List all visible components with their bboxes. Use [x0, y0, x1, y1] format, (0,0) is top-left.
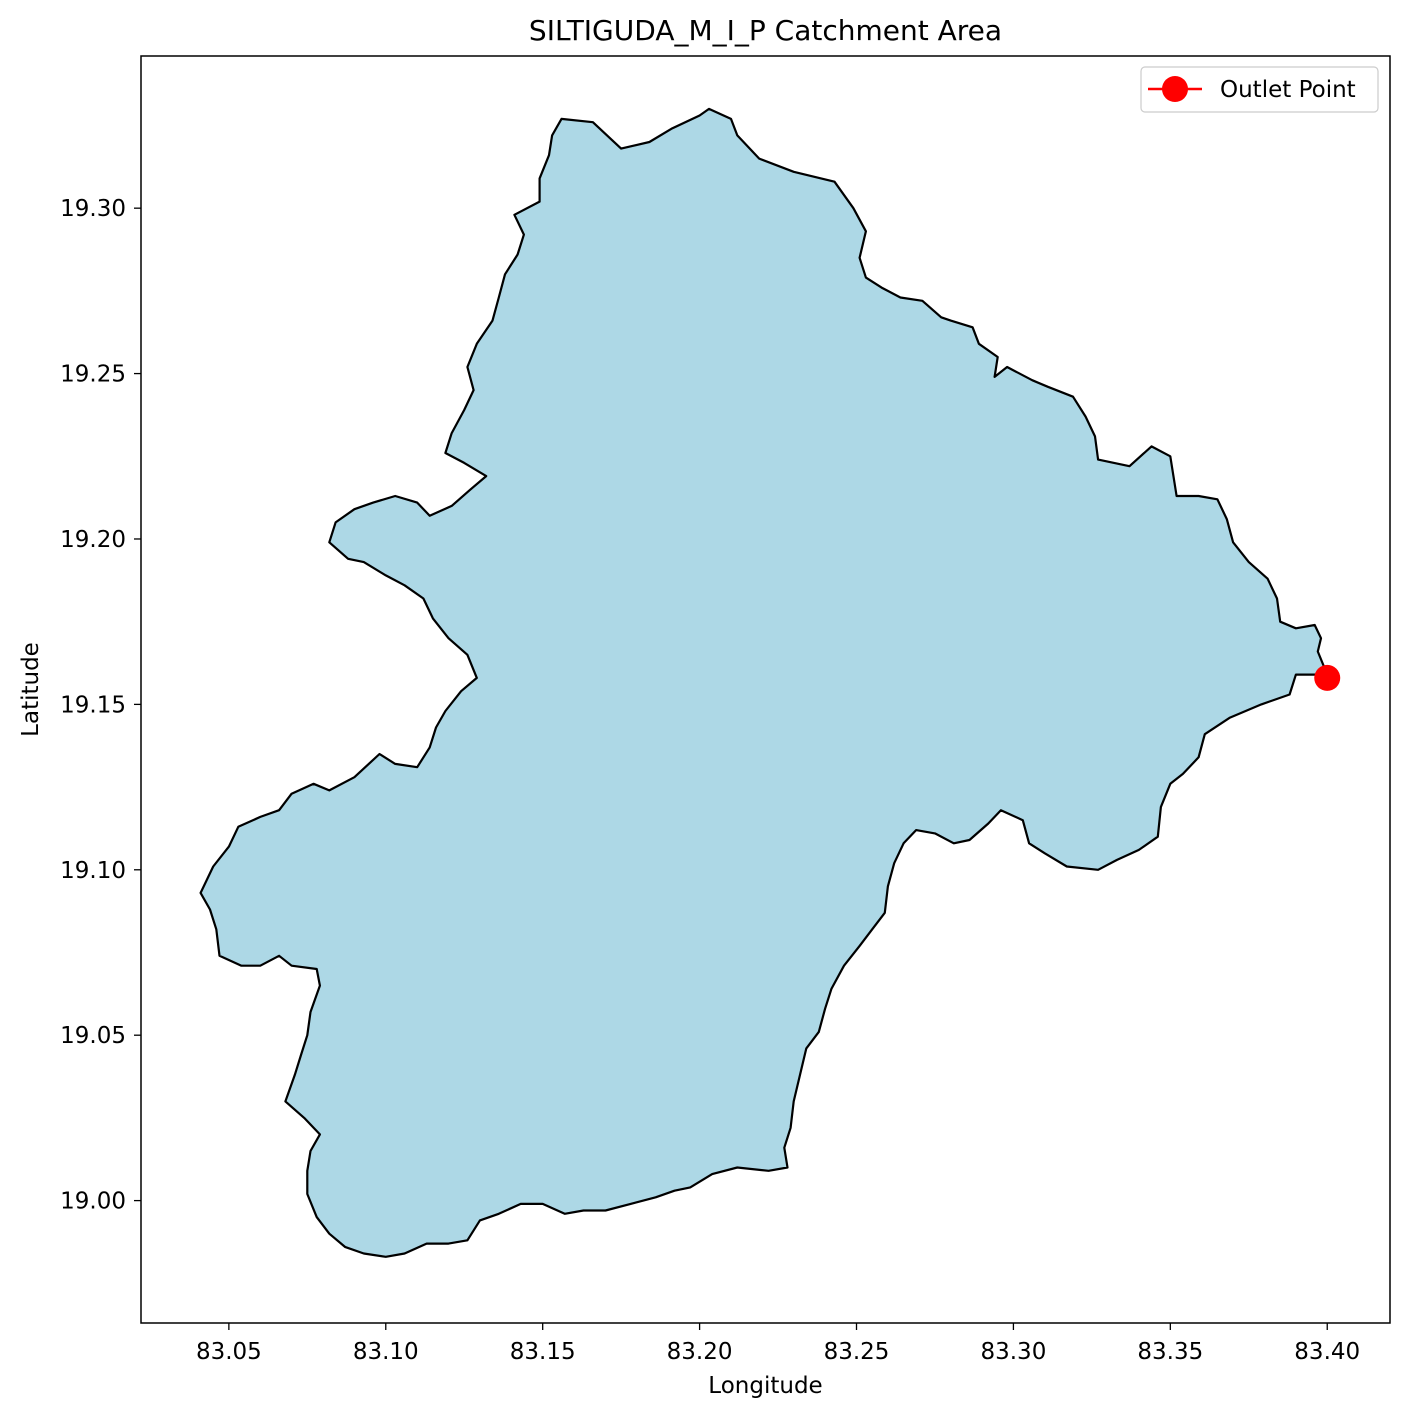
y-tick-label: 19.15 — [60, 692, 126, 718]
plot-area — [199, 107, 1341, 1258]
map-title: SILTIGUDA_M_I_P Catchment Area — [529, 14, 1002, 47]
axes-frame — [140, 55, 1391, 1324]
y-tick-label: 19.20 — [60, 527, 126, 553]
x-tick-label: 83.05 — [196, 1339, 262, 1365]
legend-box — [1140, 66, 1379, 113]
y-tick-label: 19.05 — [60, 1023, 126, 1049]
y-axis: 19.00 19.05 19.10 19.15 19.20 19.25 19.30 — [60, 196, 141, 1215]
catchment-area-polygon — [199, 107, 1329, 1258]
x-tick-label: 83.40 — [1294, 1339, 1360, 1365]
x-tick-label: 83.20 — [667, 1339, 733, 1365]
legend-marker-swatch — [1162, 76, 1188, 102]
x-axis: 83.05 83.10 83.15 83.20 83.25 83.30 83.35 83.40 — [196, 1323, 1360, 1365]
y-tick-label: 19.30 — [60, 196, 126, 222]
y-tick-label: 19.25 — [60, 362, 126, 388]
legend-label-outlet-point: Outlet Point — [1220, 77, 1356, 103]
x-tick-label: 83.35 — [1137, 1339, 1203, 1365]
y-tick-label: 19.10 — [60, 858, 126, 884]
x-axis-title: Longitude — [708, 1373, 822, 1399]
legend: Outlet Point — [1140, 66, 1379, 113]
x-tick-label: 83.10 — [353, 1339, 419, 1365]
x-tick-label: 83.25 — [824, 1339, 890, 1365]
y-tick-label: 19.00 — [60, 1189, 126, 1215]
outlet-point-marker — [1314, 664, 1341, 691]
x-tick-label: 83.15 — [510, 1339, 576, 1365]
y-axis-title: Latitude — [18, 642, 44, 737]
x-tick-label: 83.30 — [980, 1339, 1046, 1365]
